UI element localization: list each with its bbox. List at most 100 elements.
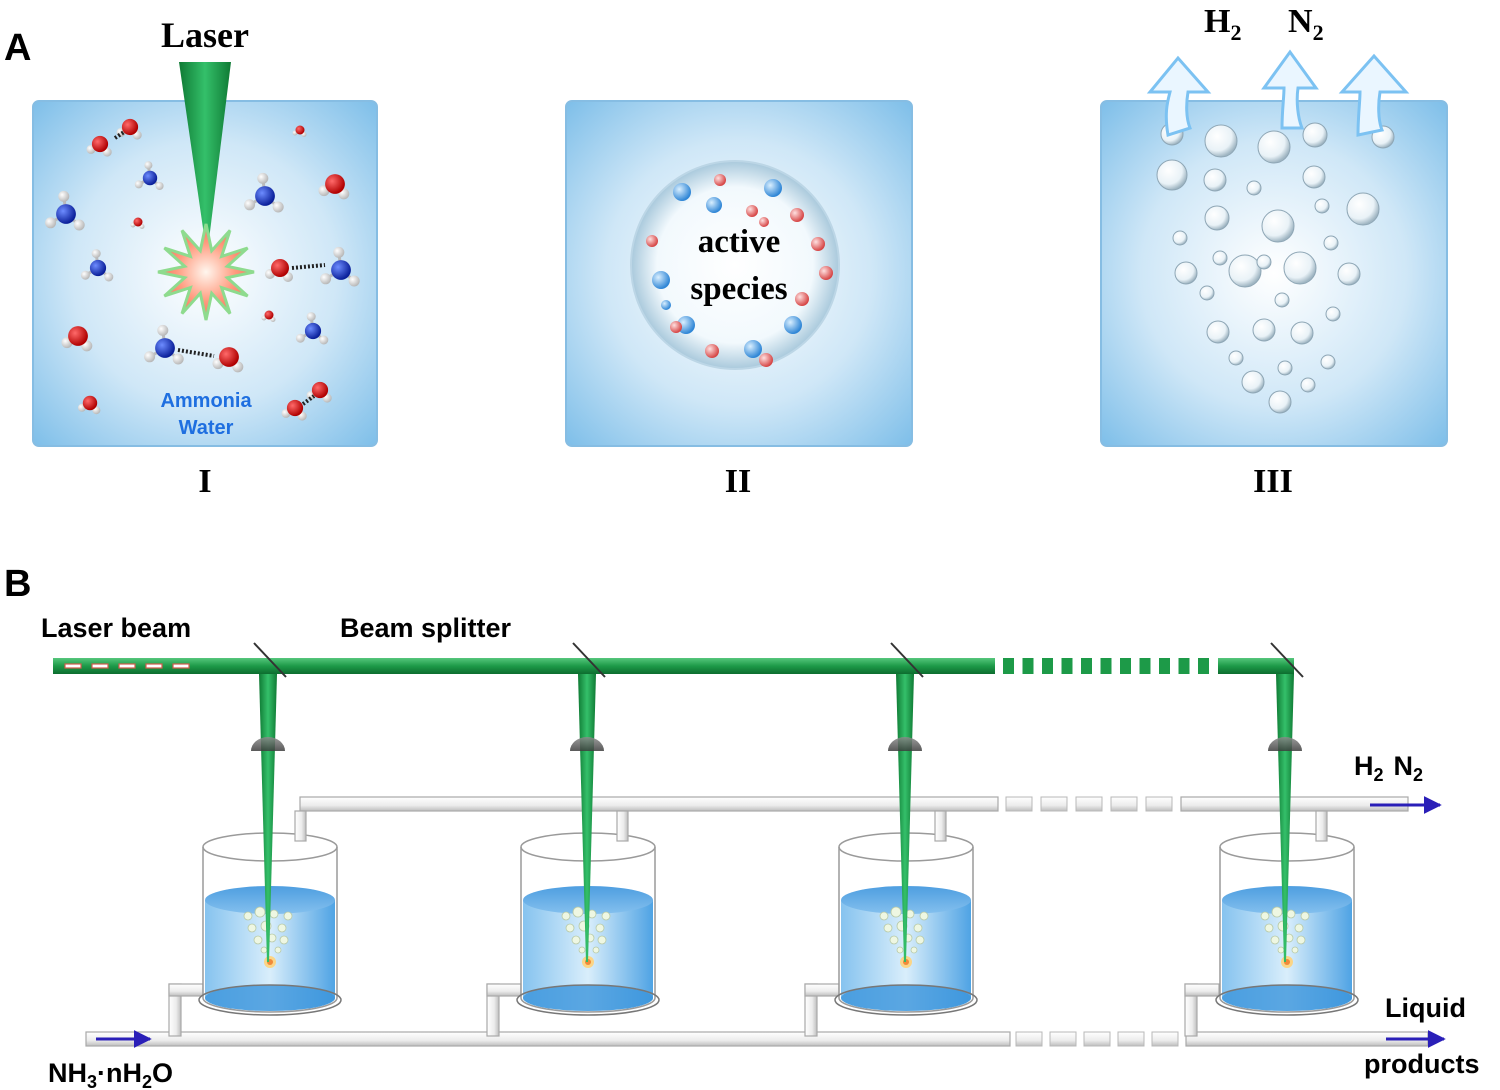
oxygen-atom <box>91 135 109 153</box>
step-ii-label: II <box>725 463 751 500</box>
liquid-pipe-dashes <box>1015 1031 1179 1047</box>
gas-outlet-n: N <box>1394 751 1414 781</box>
gas-riser-pipe <box>616 810 629 842</box>
hydrogen-atom <box>333 246 345 258</box>
blue-species-dot <box>673 183 691 201</box>
molecule-cluster <box>45 118 360 421</box>
liquid-pipe-dash <box>1151 1031 1179 1047</box>
reactor-unit <box>804 642 978 1037</box>
gas-outlet-n-sub: 2 <box>1413 765 1423 785</box>
reactor-unit <box>168 642 342 1037</box>
beam-direction-markers <box>64 663 190 669</box>
beaker-base <box>516 984 660 1016</box>
hydrogen-atom <box>45 217 57 229</box>
hydrogen-atom <box>306 312 316 322</box>
blue-species-dot <box>652 271 670 289</box>
water-bottom <box>205 985 335 1011</box>
gas-bubble <box>1314 198 1330 214</box>
gas-bubble <box>1302 165 1326 189</box>
nitrogen-atom <box>331 260 351 280</box>
inlet-nh-mid: ·nH <box>97 1058 142 1088</box>
hydrogen-atom <box>244 199 256 211</box>
bubble <box>578 946 586 954</box>
bubble <box>274 946 282 954</box>
gas-bubble <box>1174 261 1198 285</box>
active-species-line2: species <box>690 271 787 307</box>
red-species-dot <box>759 217 769 227</box>
red-species-dot <box>746 205 758 217</box>
blue-species-dot <box>764 179 782 197</box>
beam-dash <box>1061 658 1073 674</box>
plasma-sphere <box>630 160 840 370</box>
gas-bubble <box>1300 377 1316 393</box>
bubble <box>1277 946 1285 954</box>
laser-beam-label: Laser beam <box>41 613 191 643</box>
gas-pipe-dashes <box>1005 796 1173 812</box>
gas-pipe-dash <box>1110 796 1138 812</box>
ammonia-water-line2: Water <box>179 417 234 439</box>
bubble <box>1270 935 1280 945</box>
beam-dash <box>1120 658 1131 674</box>
bubble <box>1294 923 1304 933</box>
gas-bubble <box>1206 320 1230 344</box>
n2-symbol: N <box>1288 3 1313 40</box>
hydrogen-atom <box>272 201 284 213</box>
hydrogen-atom <box>73 219 85 231</box>
gas-riser-pipe <box>1315 810 1328 842</box>
bubble <box>595 923 605 933</box>
beam-dash <box>1100 658 1112 674</box>
gas-bubble <box>1156 159 1188 191</box>
red-species-dot <box>819 266 833 280</box>
hydrogen-atom <box>80 270 90 280</box>
gas-bubble <box>1199 285 1215 301</box>
gas-bubble <box>1302 122 1328 148</box>
beaker-base <box>1215 984 1359 1016</box>
hydrogen-atom <box>295 333 305 343</box>
gas-bubble <box>1290 321 1314 345</box>
bubble <box>1264 923 1274 933</box>
bubble <box>269 909 279 919</box>
hydrogen-atom <box>155 182 164 190</box>
beam-continuation-dashes <box>1003 658 1209 674</box>
step-ii-panel: active species <box>565 100 913 447</box>
bubble <box>1291 946 1299 954</box>
bubble <box>890 906 902 918</box>
outlet-label-line2: products <box>1364 1049 1480 1079</box>
h2-symbol: H <box>1204 3 1230 40</box>
beam-marker <box>172 663 190 669</box>
gas-bubble <box>1320 354 1336 370</box>
beam-dash <box>1159 658 1170 674</box>
nitrogen-atom <box>304 322 322 340</box>
bubble <box>919 911 929 921</box>
blue-species-dot <box>744 340 762 358</box>
water-bottom <box>523 985 653 1011</box>
hydrogen-bond <box>113 130 126 140</box>
red-species-dot <box>646 235 658 247</box>
bubble <box>277 923 287 933</box>
beam-splitter-label: Beam splitter <box>340 613 512 643</box>
inlet-o: O <box>152 1058 173 1088</box>
step-iii-panel: H2 N2 <box>1100 3 1448 447</box>
feed-elbow-pipe <box>1184 983 1220 997</box>
beam-dash <box>1178 658 1190 674</box>
bubble <box>561 911 571 921</box>
liquid-pipe-dash <box>1049 1031 1077 1047</box>
hydrogen-atom <box>320 273 332 285</box>
reactor-array <box>168 642 1359 1037</box>
up-arrow-icon <box>1261 49 1319 130</box>
bubble <box>597 935 607 945</box>
gas-bubble <box>1204 205 1230 231</box>
oxygen-atom <box>311 381 329 399</box>
water-body <box>205 900 335 1011</box>
gas-outlet-pipe <box>299 796 1442 814</box>
oxygen-atom <box>325 174 345 194</box>
beam-marker <box>91 663 109 669</box>
reactor-unit <box>486 642 660 1037</box>
hydrogen-atom <box>144 351 156 363</box>
red-species-dot <box>670 321 682 333</box>
gas-bubble <box>1203 168 1227 192</box>
gas-pipe-dash <box>1145 796 1173 812</box>
gas-pipe-dash <box>1075 796 1103 812</box>
